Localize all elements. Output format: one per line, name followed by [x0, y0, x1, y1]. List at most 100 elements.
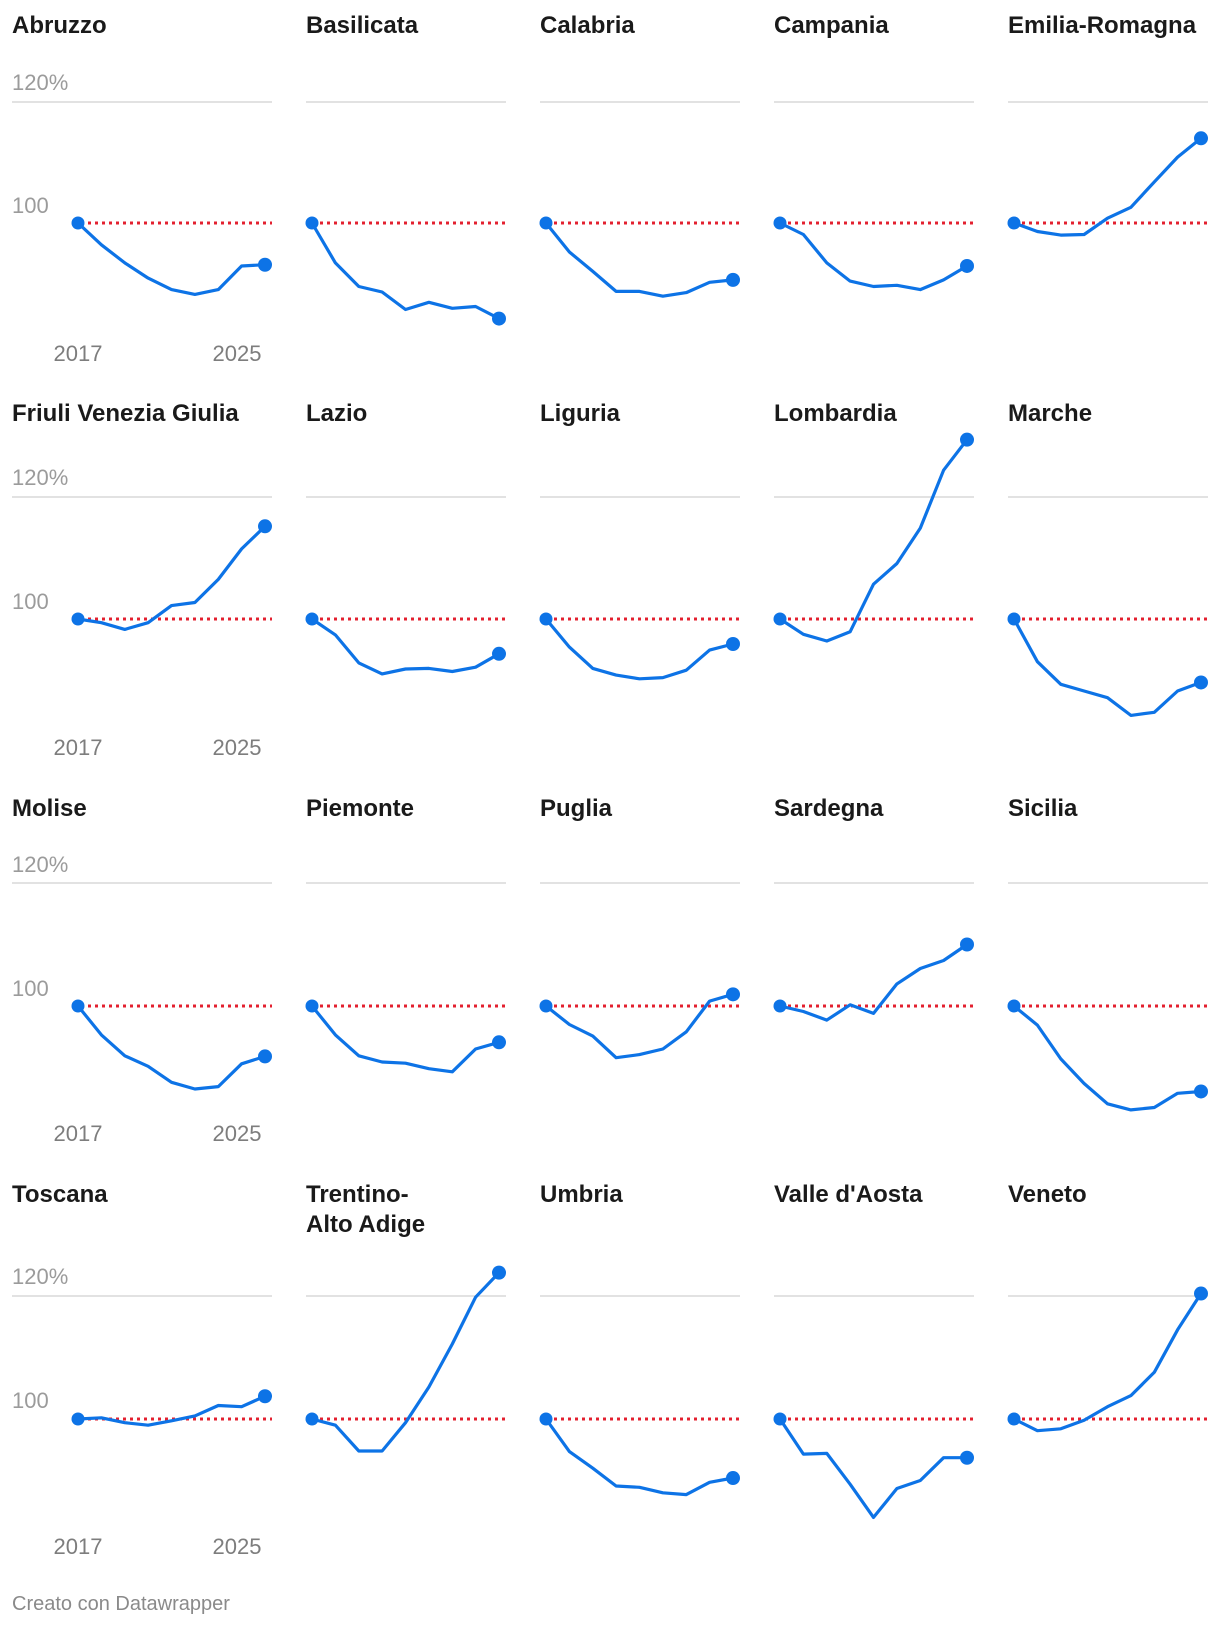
panel-abruzzo: Abruzzo 120% 100 2017 2025 — [12, 12, 272, 366]
panel-title: Abruzzo — [12, 12, 107, 39]
start-point — [539, 999, 553, 1013]
x-tick-label: 2017 — [54, 1534, 103, 1559]
panel-title: Umbria — [540, 1181, 623, 1208]
y-tick-label: 120% — [12, 70, 68, 95]
panel-title: Campania — [774, 12, 889, 39]
panel-emilia-romagna: Emilia-Romagna — [1007, 12, 1208, 237]
x-tick-label: 2017 — [54, 735, 103, 760]
x-tick-label: 2025 — [213, 735, 262, 760]
start-point — [539, 1412, 553, 1426]
panel-campania: Campania — [773, 12, 974, 292]
panel-title: Toscana — [12, 1181, 108, 1208]
panel-title: Veneto — [1008, 1181, 1087, 1208]
start-point — [539, 612, 553, 626]
start-point — [305, 1412, 319, 1426]
panel-title: Piemonte — [306, 795, 414, 822]
panel-valle-d-aosta: Valle d'Aosta — [773, 1181, 974, 1520]
panel-sardegna: Sardegna — [773, 795, 974, 1022]
series-line — [544, 617, 735, 681]
start-point — [305, 612, 319, 626]
x-tick-label: 2017 — [54, 1121, 103, 1146]
y-tick-label: 120% — [12, 465, 68, 490]
end-point — [1194, 1084, 1208, 1099]
end-point — [726, 272, 740, 287]
end-point — [258, 519, 272, 534]
series-line — [1012, 617, 1203, 718]
x-tick-label: 2025 — [213, 341, 262, 366]
x-tick-label: 2025 — [213, 1534, 262, 1559]
panel-liguria: Liguria — [539, 400, 740, 681]
start-point — [305, 999, 319, 1013]
end-point — [1194, 131, 1208, 146]
panel-toscana: Toscana 120% 100 2017 2025 — [12, 1181, 272, 1559]
start-point — [773, 216, 787, 230]
panel-title: Molise — [12, 795, 87, 822]
series-line — [76, 1394, 267, 1427]
panel-basilicata: Basilicata — [305, 12, 506, 326]
panel-piemonte: Piemonte — [305, 795, 506, 1074]
y-tick-label: 100 — [12, 193, 49, 218]
end-point — [726, 637, 740, 652]
series-line — [310, 1004, 501, 1074]
panel-title: Lazio — [306, 400, 367, 427]
start-point — [71, 612, 85, 626]
panel-title: Puglia — [540, 795, 613, 822]
start-point — [773, 1412, 787, 1426]
series-line — [778, 438, 969, 643]
y-tick-label: 100 — [12, 1388, 49, 1413]
end-point — [492, 311, 506, 326]
panel-title: Marche — [1008, 400, 1092, 427]
series-line — [310, 1270, 501, 1453]
panel-title: Emilia-Romagna — [1008, 12, 1197, 39]
panel-veneto: Veneto — [1007, 1181, 1208, 1433]
end-point — [960, 432, 974, 447]
panel-lazio: Lazio — [305, 400, 506, 676]
series-line — [1012, 1004, 1203, 1112]
start-point — [71, 216, 85, 230]
panel-trentino-alto-adige: Trentino-Alto Adige — [305, 1181, 506, 1453]
start-point — [539, 216, 553, 230]
y-tick-label: 120% — [12, 1264, 68, 1289]
series-line — [310, 617, 501, 676]
end-point — [960, 937, 974, 952]
panel-marche: Marche — [1007, 400, 1208, 718]
series-line — [76, 221, 267, 296]
series-line — [1012, 136, 1203, 237]
series-line — [76, 1004, 267, 1091]
series-line — [1012, 1291, 1203, 1433]
series-line — [310, 221, 501, 321]
start-point — [773, 612, 787, 626]
panel-title: Lombardia — [774, 400, 897, 427]
series-line — [544, 992, 735, 1060]
x-tick-label: 2025 — [213, 1121, 262, 1146]
series-line — [544, 221, 735, 298]
end-point — [258, 1049, 272, 1064]
y-tick-label: 100 — [12, 976, 49, 1001]
panel-title: Sardegna — [774, 795, 884, 822]
start-point — [1007, 1412, 1021, 1426]
x-tick-label: 2017 — [54, 341, 103, 366]
panel-puglia: Puglia — [539, 795, 740, 1060]
panel-title: Valle d'Aosta — [774, 1181, 923, 1208]
series-line — [544, 1417, 735, 1497]
end-point — [960, 258, 974, 273]
end-point — [492, 1265, 506, 1280]
y-tick-label: 120% — [12, 852, 68, 877]
start-point — [305, 216, 319, 230]
start-point — [773, 999, 787, 1013]
start-point — [1007, 612, 1021, 626]
panel-title: Basilicata — [306, 12, 419, 39]
end-point — [258, 257, 272, 272]
panel-title: Trentino-Alto Adige — [306, 1181, 425, 1238]
end-point — [1194, 675, 1208, 690]
footer-credit: Creato con Datawrapper — [12, 1593, 230, 1615]
panel-umbria: Umbria — [539, 1181, 740, 1497]
panel-lombardia: Lombardia — [773, 400, 974, 643]
series-line — [778, 221, 969, 292]
panel-title: Friuli Venezia Giulia — [12, 400, 239, 427]
panel-calabria: Calabria — [539, 12, 740, 298]
panel-title: Liguria — [540, 400, 621, 427]
end-point — [258, 1389, 272, 1404]
